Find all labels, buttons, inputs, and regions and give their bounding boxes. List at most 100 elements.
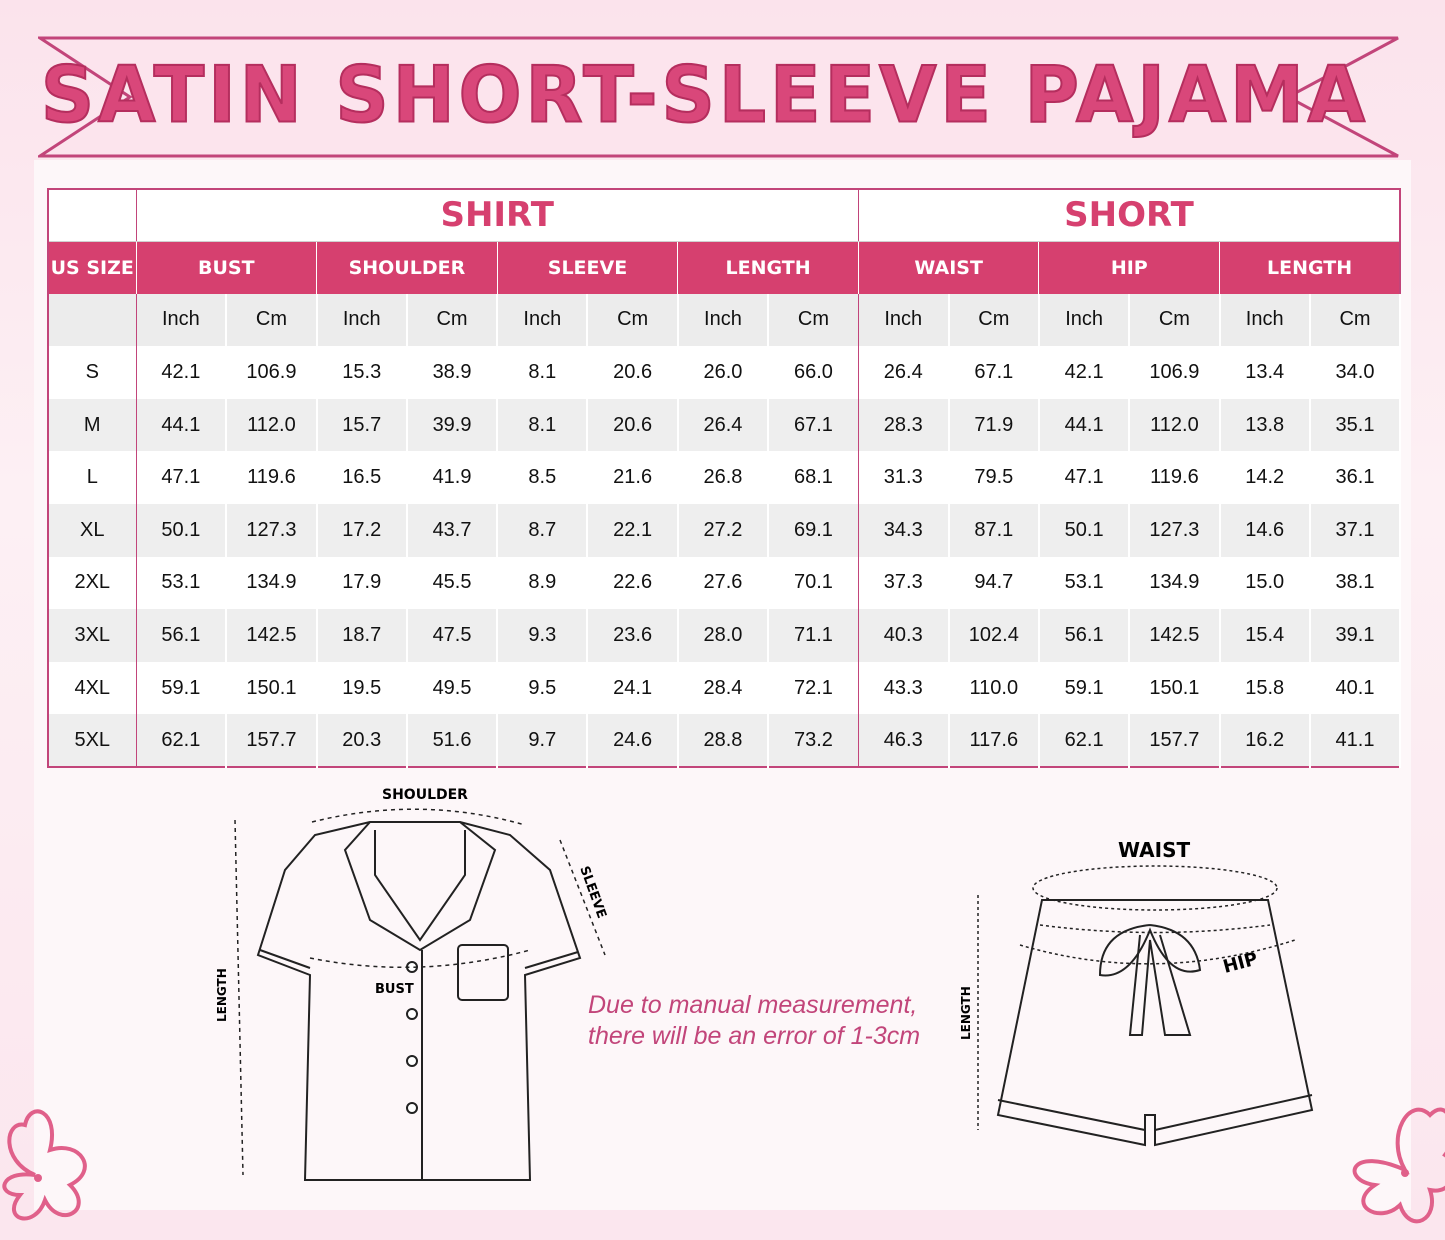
- table-row: 5XL 62.1 157.7 20.3 51.6 9.7 24.6 28.8 73.2 46.3 1…: [48, 714, 1402, 767]
- value-cell: 150.1: [226, 661, 318, 715]
- value-cell: 157.7: [1129, 714, 1221, 767]
- unit-header: Cm: [1309, 293, 1402, 347]
- value-cell: 62.1: [136, 714, 228, 767]
- value-cell: 127.3: [226, 503, 318, 557]
- value-cell: 40.1: [1309, 661, 1402, 715]
- unit-header: Cm: [226, 293, 318, 347]
- unit-header: Cm: [948, 293, 1040, 347]
- value-cell: 127.3: [1129, 503, 1221, 557]
- size-cell: 4XL: [48, 661, 137, 715]
- size-cell: 5XL: [48, 714, 137, 767]
- flower-icon: [1352, 1107, 1445, 1224]
- page-title: SATIN SHORT-SLEEVE PAJAMA: [40, 49, 1370, 141]
- value-cell: 44.1: [1038, 398, 1131, 452]
- value-cell: 9.3: [497, 609, 589, 662]
- value-cell: 8.5: [497, 451, 589, 504]
- note-line-1: Due to manual measurement,: [588, 991, 918, 1019]
- value-cell: 26.4: [858, 346, 950, 399]
- value-cell: 66.0: [768, 346, 859, 399]
- value-cell: 42.1: [1038, 346, 1131, 399]
- value-cell: 39.9: [406, 398, 499, 452]
- value-cell: 46.3: [858, 714, 950, 767]
- value-cell: 34.0: [1309, 346, 1402, 399]
- value-cell: 71.9: [948, 398, 1040, 452]
- table-row: M 44.1 112.0 15.7 39.9 8.1 20.6 26.4 67.1 28.3 71.…: [48, 398, 1402, 452]
- value-cell: 9.7: [497, 714, 589, 767]
- value-cell: 16.5: [316, 451, 408, 504]
- value-cell: 40.3: [858, 609, 950, 662]
- value-cell: 56.1: [136, 609, 228, 662]
- value-cell: 79.5: [948, 451, 1040, 504]
- value-cell: 73.2: [768, 714, 859, 767]
- corner-cell: [48, 189, 137, 242]
- value-cell: 28.0: [677, 609, 770, 662]
- unit-header: Inch: [858, 293, 950, 347]
- value-cell: 16.2: [1219, 714, 1311, 767]
- value-cell: 94.7: [948, 556, 1040, 610]
- table-row: 4XL 59.1 150.1 19.5 49.5 9.5 24.1 28.4 72.1 43.3 1…: [48, 661, 1402, 715]
- flower-icon: [2, 1109, 87, 1221]
- size-cell: L: [48, 451, 137, 504]
- measure-header-row: US SIZE BUST SHOULDER SLEEVE LENGTH WAIST HIP L…: [48, 241, 1401, 294]
- value-cell: 68.1: [768, 451, 859, 504]
- value-cell: 17.9: [316, 556, 408, 610]
- value-cell: 53.1: [1038, 556, 1131, 610]
- measure-header-sleeve: SLEEVE: [497, 241, 679, 294]
- value-cell: 39.1: [1309, 609, 1402, 662]
- value-cell: 102.4: [948, 609, 1040, 662]
- value-cell: 72.1: [768, 661, 859, 715]
- value-cell: 22.1: [587, 503, 679, 557]
- value-cell: 17.2: [316, 503, 408, 557]
- value-cell: 69.1: [768, 503, 859, 557]
- value-cell: 37.3: [858, 556, 950, 610]
- value-cell: 14.6: [1219, 503, 1311, 557]
- value-cell: 28.3: [858, 398, 950, 452]
- value-cell: 106.9: [1129, 346, 1221, 399]
- value-cell: 20.6: [587, 346, 679, 399]
- unit-corner-cell: [48, 293, 137, 347]
- value-cell: 56.1: [1038, 609, 1131, 662]
- value-cell: 31.3: [858, 451, 950, 504]
- value-cell: 47.5: [406, 609, 499, 662]
- value-cell: 134.9: [1129, 556, 1221, 610]
- value-cell: 38.9: [406, 346, 499, 399]
- value-cell: 28.8: [677, 714, 770, 767]
- value-cell: 8.9: [497, 556, 589, 610]
- value-cell: 50.1: [136, 503, 228, 557]
- value-cell: 37.1: [1309, 503, 1402, 557]
- value-cell: 26.8: [677, 451, 770, 504]
- size-chart-table: SHIRT SHORT US SIZE BUST SHOULDER SLEEVE LENGT…: [47, 188, 1402, 768]
- table-row: 3XL 56.1 142.5 18.7 47.5 9.3 23.6 28.0 71.1 40.3 1…: [48, 609, 1402, 662]
- value-cell: 43.7: [406, 503, 499, 557]
- table-row: 2XL 53.1 134.9 17.9 45.5 8.9 22.6 27.6 70.1 37.3 9…: [48, 556, 1402, 610]
- short-length-label: LENGTH: [959, 986, 973, 1040]
- value-cell: 49.5: [406, 661, 499, 715]
- value-cell: 14.2: [1219, 451, 1311, 504]
- value-cell: 35.1: [1309, 398, 1402, 452]
- value-cell: 22.6: [587, 556, 679, 610]
- unit-header: Inch: [677, 293, 770, 347]
- value-cell: 15.7: [316, 398, 408, 452]
- value-cell: 27.6: [677, 556, 770, 610]
- measure-header-bust: BUST: [136, 241, 318, 294]
- value-cell: 21.6: [587, 451, 679, 504]
- value-cell: 150.1: [1129, 661, 1221, 715]
- value-cell: 62.1: [1038, 714, 1131, 767]
- value-cell: 28.4: [677, 661, 770, 715]
- group-header-shirt: SHIRT: [136, 189, 859, 242]
- value-cell: 59.1: [1038, 661, 1131, 715]
- group-header-short: SHORT: [858, 189, 1401, 242]
- value-cell: 47.1: [1038, 451, 1131, 504]
- value-cell: 20.6: [587, 398, 679, 452]
- value-cell: 87.1: [948, 503, 1040, 557]
- value-cell: 8.1: [497, 398, 589, 452]
- value-cell: 13.4: [1219, 346, 1311, 399]
- size-cell: S: [48, 346, 137, 399]
- value-cell: 43.3: [858, 661, 950, 715]
- value-cell: 112.0: [226, 398, 318, 452]
- value-cell: 8.1: [497, 346, 589, 399]
- value-cell: 67.1: [948, 346, 1040, 399]
- value-cell: 71.1: [768, 609, 859, 662]
- shorts-diagram: WAIST HIP LENGTH: [959, 838, 1314, 1147]
- shirt-diagram: SHOULDER SLEEVE BUST LENGTH: [215, 787, 609, 1181]
